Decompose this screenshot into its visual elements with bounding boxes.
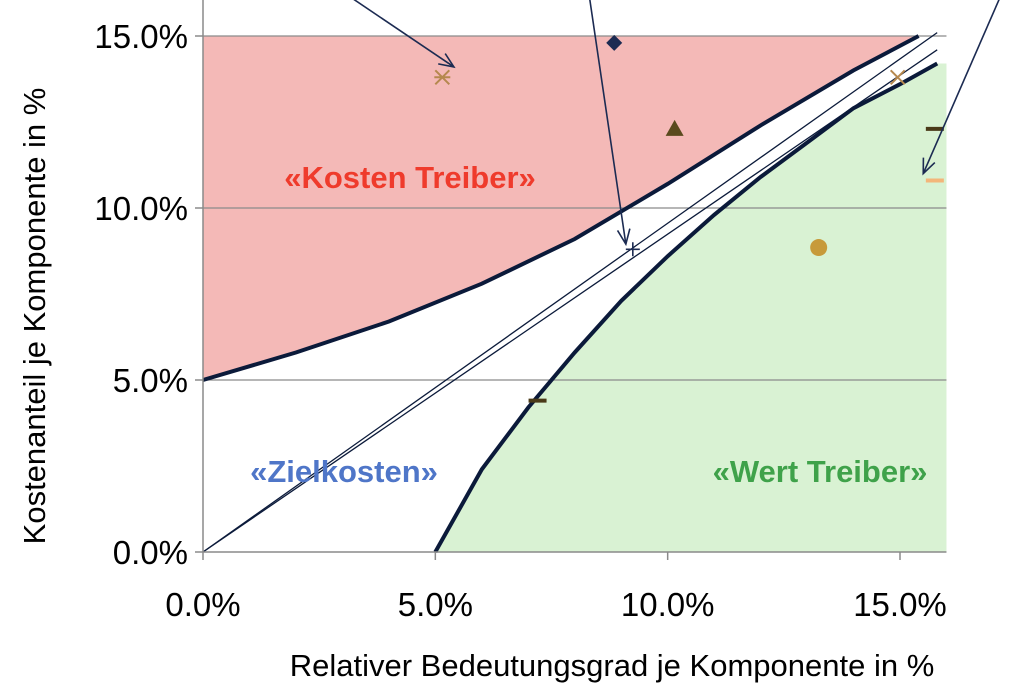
region-wert-treiber: [435, 63, 947, 552]
data-point-3-x: [889, 69, 906, 85]
x-axis-label: Relativer Bedeutungsgrad je Komponente i…: [290, 648, 935, 683]
annotation-arrowhead-2: [922, 157, 936, 176]
axes-layer: [195, 0, 947, 560]
data-point-0-diamond: [606, 34, 623, 51]
y-tick-label-0: 0.0%: [113, 534, 188, 571]
y-tick-label-2: 10.0%: [94, 190, 188, 227]
annotation-arrows-layer: [353, 0, 1000, 247]
region-label-zielkosten: «Zielkosten»: [250, 454, 438, 489]
y-axis-label: Kostenanteil je Komponente in %: [17, 88, 52, 545]
x-tick-label-2: 10.0%: [621, 586, 715, 623]
upper-boundary-line: [202, 34, 920, 382]
data-point-7-plus: [625, 242, 640, 257]
grid-layer: [203, 35, 947, 381]
y-tick-label-3: 15.0%: [94, 18, 188, 55]
data-point-2-triangle: [665, 119, 684, 136]
x-tick-label-3: 15.0%: [853, 586, 947, 623]
tick-labels-layer: 0.0% 5.0% 10.0% 15.0% 0.0% 5.0% 10.0% 15.0%: [94, 18, 946, 623]
data-point-1-asterisk: [434, 69, 451, 85]
boundary-lines-layer: [202, 32, 939, 553]
x-tick-label-1: 5.0%: [398, 586, 473, 623]
annotation-arrowhead-1: [616, 228, 631, 247]
annotation-arrowhead-0: [438, 53, 456, 69]
diagonal-line-outer: [202, 32, 938, 553]
annotation-arrow-1: [589, 0, 627, 245]
annotation-arrow-0: [353, 0, 455, 68]
x-tick-label-0: 0.0%: [165, 586, 240, 623]
region-label-kosten-treiber: «Kosten Treiber»: [284, 160, 536, 195]
region-labels-layer: «Kosten Treiber» «Zielkosten» «Wert Treibe…: [250, 160, 927, 489]
annotation-arrow-2: [922, 0, 1000, 174]
y-tick-label-1: 5.0%: [113, 362, 188, 399]
data-point-6-circle: [810, 239, 828, 257]
data-points-layer: [434, 34, 944, 403]
diagonal-line-inner: [202, 49, 938, 553]
lower-boundary-line: [433, 61, 939, 553]
region-label-wert-treiber: «Wert Treiber»: [713, 454, 928, 489]
